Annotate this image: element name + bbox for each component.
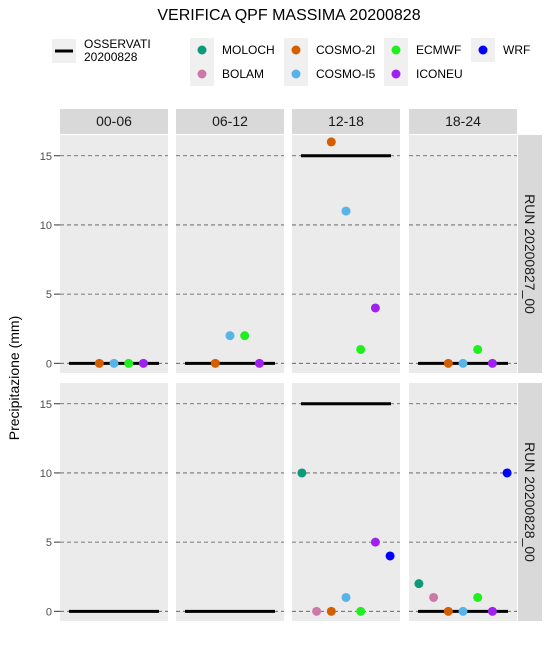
legend-marker-moloch bbox=[197, 45, 207, 55]
point-iconeu bbox=[487, 606, 497, 616]
legend-label-wrf: WRF bbox=[503, 43, 530, 57]
point-moloch bbox=[297, 468, 307, 478]
point-cosmo-i5 bbox=[341, 592, 351, 602]
panel-background bbox=[409, 383, 517, 621]
facet-strip-label: 18-24 bbox=[445, 113, 481, 129]
point-bolam bbox=[312, 606, 322, 616]
facet-strip-label: 00-06 bbox=[96, 113, 132, 129]
legend-marker-cosmo-2i bbox=[291, 45, 301, 55]
point-iconeu bbox=[138, 358, 148, 368]
point-cosmo-2i bbox=[210, 358, 220, 368]
point-ecmwf bbox=[124, 358, 134, 368]
point-cosmo-2i bbox=[326, 606, 336, 616]
point-cosmo-i5 bbox=[458, 606, 468, 616]
facet-strip-18-24 bbox=[409, 109, 517, 134]
facet-strip-label: 06-12 bbox=[212, 113, 248, 129]
point-ecmwf bbox=[240, 331, 250, 341]
legend-marker-bolam bbox=[197, 69, 207, 79]
y-tick-label: 10 bbox=[40, 468, 52, 480]
facet-strip-12-18 bbox=[292, 109, 400, 134]
point-cosmo-i5 bbox=[225, 331, 235, 341]
point-cosmo-i5 bbox=[458, 358, 468, 368]
point-iconeu bbox=[370, 303, 380, 313]
point-bolam bbox=[429, 592, 439, 602]
point-ecmwf bbox=[473, 344, 483, 354]
panel-background bbox=[292, 383, 400, 621]
facet-strip-00-06 bbox=[60, 109, 168, 134]
legend-marker-wrf bbox=[478, 45, 488, 55]
legend-marker-iconeu bbox=[391, 69, 401, 79]
legend-label-ecmwf: ECMWF bbox=[416, 43, 461, 57]
legend-label-iconeu: ICONEU bbox=[416, 67, 463, 81]
row-strip-label: RUN 20200828_00 bbox=[522, 442, 538, 562]
point-iconeu bbox=[370, 537, 380, 547]
y-tick-label: 15 bbox=[40, 151, 52, 163]
panel-background bbox=[176, 383, 284, 621]
panel-background bbox=[60, 383, 168, 621]
legend-label-observed: OSSERVATI bbox=[84, 37, 151, 51]
point-cosmo-2i bbox=[443, 606, 453, 616]
legend-label-observed: 20200828 bbox=[84, 50, 138, 64]
point-cosmo-2i bbox=[443, 358, 453, 368]
y-tick-label: 15 bbox=[40, 399, 52, 411]
point-cosmo-i5 bbox=[341, 206, 351, 216]
legend-marker-cosmo-i5 bbox=[291, 69, 301, 79]
point-iconeu bbox=[254, 358, 264, 368]
facet-grid: 00-06 06-12 12-18 18-24 RUN 20200827_00 0 5 10 1… bbox=[40, 109, 542, 621]
legend-label-cosmo-2i: COSMO-2I bbox=[316, 43, 375, 57]
point-wrf bbox=[385, 551, 395, 561]
y-tick-label: 0 bbox=[46, 606, 52, 618]
point-moloch bbox=[414, 579, 424, 589]
point-ecmwf bbox=[356, 344, 366, 354]
row-strip-label: RUN 20200827_00 bbox=[522, 194, 538, 314]
point-iconeu bbox=[487, 358, 497, 368]
legend-label-moloch: MOLOCH bbox=[222, 43, 275, 57]
y-tick-label: 0 bbox=[46, 358, 52, 370]
row-strip-run-20200827-00 bbox=[518, 135, 542, 373]
row-strip-run-20200828-00 bbox=[518, 383, 542, 621]
panel-background bbox=[409, 135, 517, 373]
y-axis-label: Precipitazione (mm) bbox=[6, 316, 22, 440]
point-ecmwf bbox=[356, 606, 366, 616]
panel-background bbox=[292, 135, 400, 373]
point-cosmo-2i bbox=[326, 137, 336, 147]
point-ecmwf bbox=[473, 592, 483, 602]
point-cosmo-i5 bbox=[109, 358, 119, 368]
legend-marker-ecmwf bbox=[391, 45, 401, 55]
point-wrf bbox=[502, 468, 512, 478]
legend-label-bolam: BOLAM bbox=[222, 67, 264, 81]
panel-background bbox=[60, 135, 168, 373]
chart-title: VERIFICA QPF MASSIMA 20200828 bbox=[157, 7, 420, 24]
facet-strip-06-12 bbox=[176, 109, 284, 134]
facet-strip-label: 12-18 bbox=[328, 113, 364, 129]
y-tick-label: 10 bbox=[40, 220, 52, 232]
legend-label-cosmo-i5: COSMO-I5 bbox=[316, 67, 376, 81]
y-tick-label: 5 bbox=[46, 289, 52, 301]
y-tick-label: 5 bbox=[46, 537, 52, 549]
point-cosmo-2i bbox=[94, 358, 104, 368]
